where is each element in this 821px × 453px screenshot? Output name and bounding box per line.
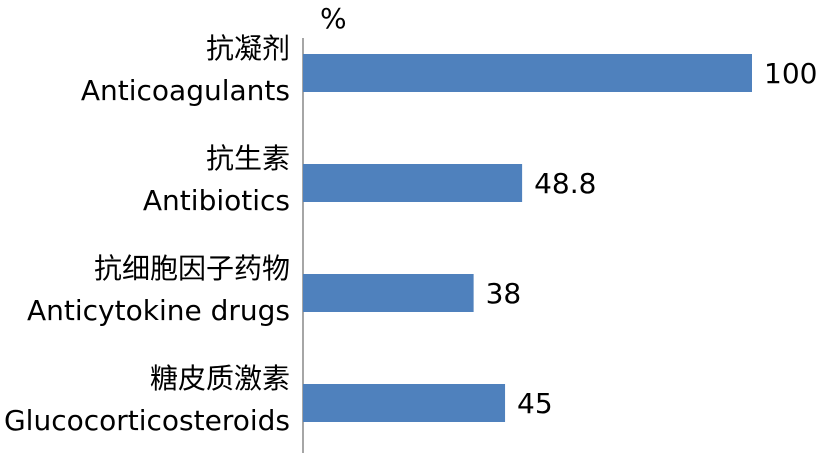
unit-label: % [320, 2, 347, 35]
category-label-zh: 抗生素 [206, 142, 290, 175]
bar [303, 54, 752, 92]
value-label: 100 [764, 57, 817, 90]
value-label: 48.8 [534, 167, 596, 200]
category-label-en: Anticytokine drugs [27, 294, 290, 327]
bar [303, 164, 523, 202]
value-label: 45 [517, 387, 553, 420]
category-label-en: Glucocorticosteroids [4, 404, 290, 437]
category-label-zh: 糖皮质激素 [150, 362, 290, 395]
value-label: 38 [486, 277, 522, 310]
category-label-en: Antibiotics [143, 184, 290, 217]
bar [303, 384, 506, 422]
category-label-en: Anticoagulants [81, 74, 290, 107]
category-label-zh: 抗凝剂 [206, 32, 290, 65]
category-label-zh: 抗细胞因子药物 [94, 252, 290, 285]
bar [303, 274, 474, 312]
